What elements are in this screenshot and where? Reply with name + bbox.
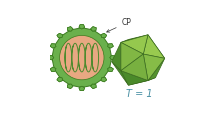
Text: T = 1: T = 1: [126, 89, 153, 99]
Polygon shape: [148, 35, 165, 58]
Polygon shape: [57, 33, 62, 38]
Polygon shape: [67, 27, 73, 31]
Polygon shape: [101, 77, 107, 82]
Polygon shape: [110, 55, 115, 60]
Polygon shape: [57, 77, 62, 82]
Polygon shape: [57, 77, 62, 82]
Polygon shape: [57, 33, 62, 38]
Polygon shape: [128, 78, 156, 85]
Polygon shape: [50, 44, 56, 48]
Circle shape: [52, 28, 111, 87]
Polygon shape: [121, 35, 148, 42]
Polygon shape: [101, 33, 107, 38]
Polygon shape: [67, 84, 73, 89]
Polygon shape: [48, 55, 54, 60]
Polygon shape: [143, 54, 165, 81]
Polygon shape: [108, 67, 113, 72]
Polygon shape: [48, 55, 54, 60]
Polygon shape: [50, 44, 56, 48]
Polygon shape: [121, 35, 148, 54]
Polygon shape: [121, 71, 148, 85]
Polygon shape: [91, 27, 96, 31]
Polygon shape: [91, 84, 96, 89]
Polygon shape: [91, 27, 96, 31]
Polygon shape: [143, 35, 165, 58]
Polygon shape: [108, 44, 113, 48]
Polygon shape: [101, 77, 107, 82]
Polygon shape: [112, 62, 128, 85]
Polygon shape: [79, 86, 85, 90]
Polygon shape: [67, 27, 73, 31]
Polygon shape: [110, 55, 115, 60]
Polygon shape: [112, 42, 121, 71]
Polygon shape: [121, 42, 143, 71]
Polygon shape: [50, 67, 56, 72]
Circle shape: [60, 35, 104, 80]
Polygon shape: [101, 33, 107, 38]
Polygon shape: [91, 84, 96, 89]
Polygon shape: [67, 84, 73, 89]
Polygon shape: [108, 67, 113, 72]
Polygon shape: [50, 67, 56, 72]
Polygon shape: [148, 58, 165, 81]
Polygon shape: [108, 44, 113, 48]
Text: CP: CP: [107, 18, 131, 32]
Polygon shape: [79, 25, 85, 29]
Polygon shape: [79, 25, 85, 29]
Polygon shape: [121, 54, 148, 81]
Polygon shape: [79, 86, 85, 90]
